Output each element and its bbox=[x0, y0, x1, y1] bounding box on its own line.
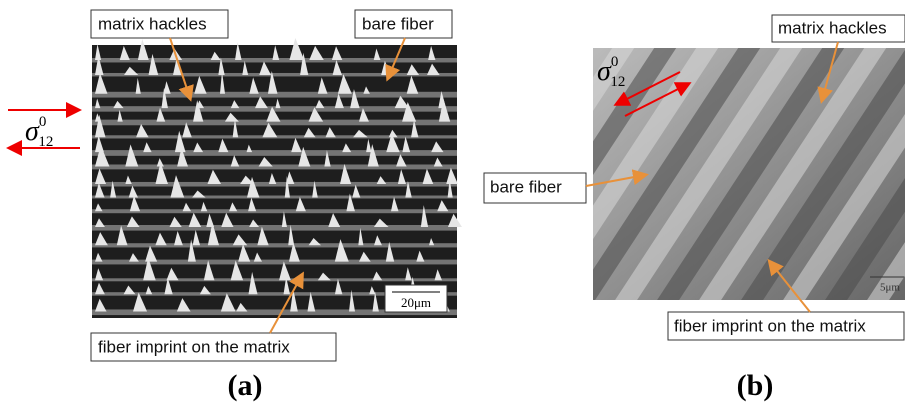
stress-symbol: σ012 bbox=[25, 114, 53, 150]
texture bbox=[92, 225, 457, 231]
superscript: 0 bbox=[39, 114, 47, 130]
texture bbox=[92, 209, 457, 213]
sem-image-a bbox=[92, 38, 462, 318]
annotation: fiber imprint on the matrix bbox=[674, 316, 866, 335]
figure: matrix hackles bare fiber fiber imprint … bbox=[0, 0, 905, 408]
superscript: 0 bbox=[611, 54, 619, 70]
texture bbox=[92, 243, 457, 247]
scale-label: 20μm bbox=[401, 295, 431, 310]
subscript: 12 bbox=[38, 134, 53, 150]
annotation: fiber imprint on the matrix bbox=[98, 337, 290, 356]
panel-label: (b) bbox=[737, 369, 774, 402]
subscript: 12 bbox=[610, 74, 625, 90]
annotation: bare fiber bbox=[362, 14, 434, 33]
panel-label: (a) bbox=[228, 369, 263, 402]
annotation: matrix hackles bbox=[778, 18, 887, 37]
texture bbox=[92, 73, 457, 76]
scale-label: 5μm bbox=[880, 282, 900, 294]
annotation: matrix hackles bbox=[98, 14, 207, 33]
annotation: bare fiber bbox=[490, 177, 562, 196]
texture bbox=[92, 196, 457, 199]
